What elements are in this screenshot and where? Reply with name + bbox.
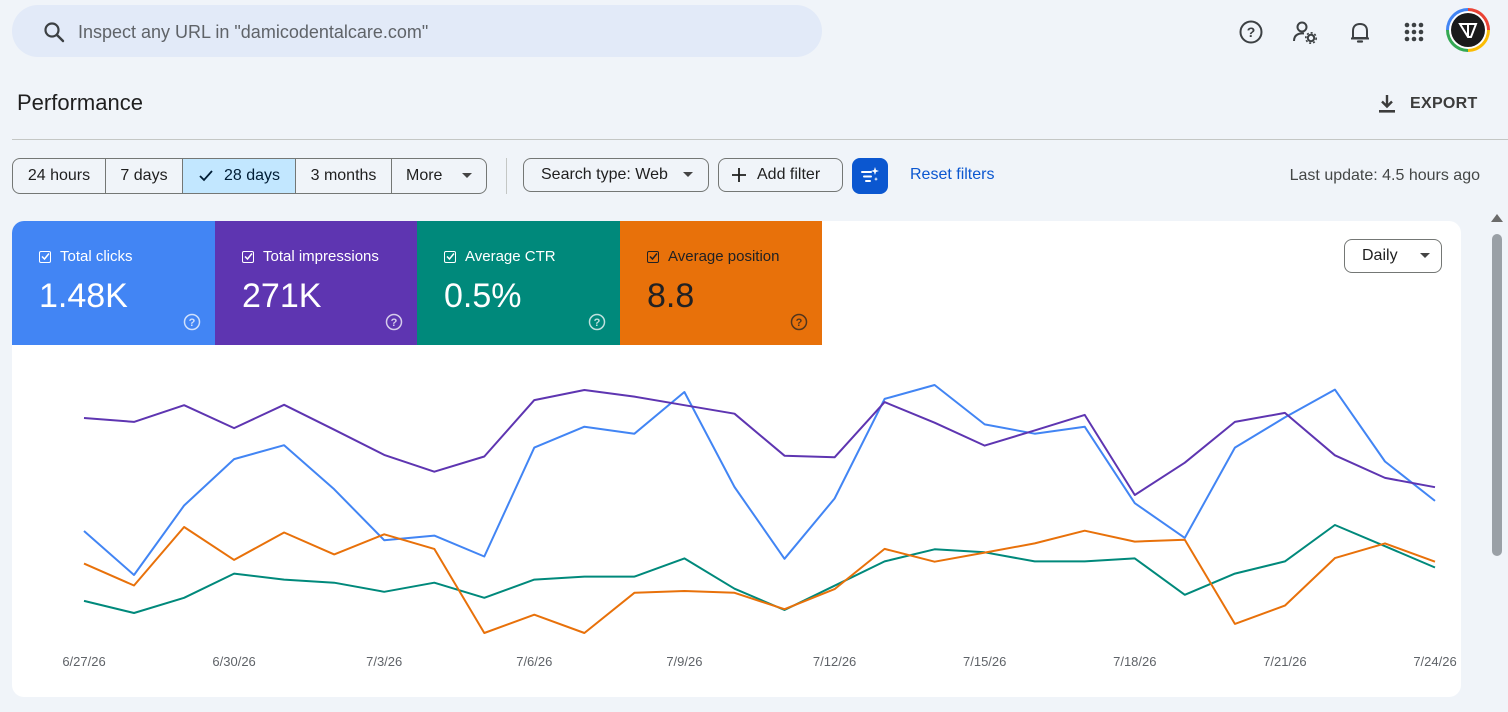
export-label: EXPORT — [1410, 95, 1478, 112]
svg-text:?: ? — [189, 317, 196, 329]
x-tick-label: 6/30/26 — [212, 654, 255, 669]
search-bar[interactable] — [12, 5, 822, 57]
search-type-label: Search type: Web — [541, 166, 668, 183]
help-icon[interactable]: ? — [183, 313, 201, 331]
x-tick-label: 7/24/26 — [1413, 654, 1456, 669]
x-tick-label: 7/21/26 — [1263, 654, 1306, 669]
date-range-selector: 24 hours 7 days 28 days 3 months More — [12, 158, 487, 194]
manage-users-icon[interactable] — [1292, 19, 1318, 45]
svg-text:?: ? — [1247, 24, 1256, 40]
date-range-3-months[interactable]: 3 months — [296, 159, 392, 193]
series-line-average-ctr[interactable] — [83, 524, 1436, 614]
help-icon[interactable]: ? — [385, 313, 403, 331]
date-range-7-days[interactable]: 7 days — [106, 159, 183, 193]
caret-down-icon — [1419, 253, 1430, 258]
plus-icon — [732, 168, 746, 182]
x-tick-label: 6/27/26 — [62, 654, 105, 669]
checkbox-icon[interactable] — [444, 250, 456, 263]
date-range-label: 28 days — [223, 167, 281, 184]
metric-average-position[interactable]: Average position 8.8 ? — [620, 221, 822, 345]
download-icon — [1379, 95, 1395, 113]
date-range-more-dropdown[interactable]: More — [392, 159, 486, 193]
svg-text:?: ? — [796, 317, 803, 329]
caret-down-icon — [682, 172, 693, 177]
apps-icon[interactable] — [1401, 19, 1427, 45]
checkbox-icon[interactable] — [647, 250, 659, 263]
metric-value: 271K — [242, 277, 322, 315]
scroll-up-arrow-icon[interactable] — [1491, 214, 1503, 222]
account-avatar[interactable] — [1446, 8, 1490, 52]
export-button[interactable]: EXPORT — [1376, 88, 1478, 120]
x-tick-label: 7/9/26 — [666, 654, 702, 669]
granularity-dropdown[interactable]: Daily — [1344, 239, 1442, 273]
date-range-24-hours[interactable]: 24 hours — [13, 159, 106, 193]
metric-value: 0.5% — [444, 277, 522, 315]
x-tick-label: 7/18/26 — [1113, 654, 1156, 669]
metric-label: Total impressions — [263, 248, 379, 265]
date-range-label: 3 months — [310, 167, 377, 184]
performance-chart-card: Total clicks 1.48K ? Total impressions 2… — [12, 221, 1461, 697]
date-range-label: More — [406, 167, 443, 184]
metric-average-ctr[interactable]: Average CTR 0.5% ? — [417, 221, 620, 345]
metric-label: Average CTR — [465, 248, 556, 265]
url-inspect-input[interactable] — [76, 15, 780, 49]
add-filter-button[interactable]: Add filter — [718, 158, 843, 192]
last-update-text: Last update: 4.5 hours ago — [1289, 167, 1480, 184]
date-range-label: 24 hours — [27, 167, 91, 184]
reset-filters-link[interactable]: Reset filters — [910, 166, 995, 183]
help-icon[interactable]: ? — [588, 313, 606, 331]
checkmark-icon — [199, 170, 213, 182]
granularity-label: Daily — [1362, 247, 1398, 264]
metric-value: 8.8 — [647, 277, 695, 315]
checkbox-icon[interactable] — [39, 250, 51, 263]
checkbox-icon[interactable] — [242, 250, 254, 263]
notifications-icon[interactable] — [1347, 19, 1373, 45]
help-icon[interactable]: ? — [1238, 19, 1264, 45]
ai-filter-button[interactable] — [852, 158, 888, 194]
x-tick-label: 7/15/26 — [963, 654, 1006, 669]
page-title: Performance — [17, 90, 143, 115]
series-line-average-position[interactable] — [83, 526, 1436, 634]
series-line-total-clicks[interactable] — [83, 384, 1436, 576]
filter-sparkle-icon — [861, 167, 879, 182]
date-range-28-days[interactable]: 28 days — [183, 159, 296, 193]
metric-value: 1.48K — [39, 277, 128, 315]
metric-label: Total clicks — [60, 248, 133, 265]
metric-label: Average position — [668, 248, 780, 265]
search-type-dropdown[interactable]: Search type: Web — [523, 158, 709, 192]
x-tick-label: 7/6/26 — [516, 654, 552, 669]
help-icon[interactable]: ? — [790, 313, 808, 331]
date-range-label: 7 days — [120, 167, 168, 184]
add-filter-label: Add filter — [757, 166, 821, 183]
caret-down-icon — [462, 173, 473, 178]
scrollbar-thumb[interactable] — [1492, 234, 1502, 556]
series-line-total-impressions[interactable] — [83, 389, 1436, 496]
metric-total-clicks[interactable]: Total clicks 1.48K ? — [12, 221, 215, 345]
x-tick-label: 7/12/26 — [813, 654, 856, 669]
svg-text:?: ? — [594, 317, 601, 329]
header-divider — [12, 139, 1508, 140]
svg-text:?: ? — [391, 317, 398, 329]
metric-total-impressions[interactable]: Total impressions 271K ? — [215, 221, 417, 345]
performance-line-chart[interactable]: 6/27/26 6/30/26 7/3/26 7/6/26 7/9/26 7/12/26 7… — [12, 345, 1461, 697]
x-tick-label: 7/3/26 — [366, 654, 402, 669]
toolbar-divider — [506, 158, 507, 194]
search-icon — [44, 22, 65, 43]
avatar-logo-icon — [1458, 23, 1478, 38]
